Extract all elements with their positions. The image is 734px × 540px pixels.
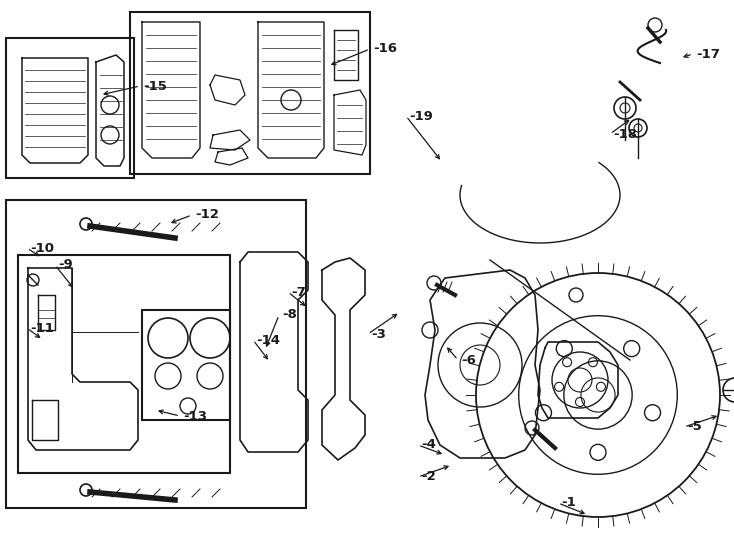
Text: -4: -4 [421, 438, 436, 451]
Bar [6, 200, 306, 508]
Text: -7: -7 [291, 286, 306, 299]
Text: -5: -5 [687, 421, 702, 434]
Text: -9: -9 [58, 259, 73, 272]
Text: -11: -11 [30, 321, 54, 334]
Text: -16: -16 [373, 43, 397, 56]
Text: -12: -12 [195, 208, 219, 221]
Text: -19: -19 [409, 110, 433, 123]
Text: -14: -14 [256, 334, 280, 347]
Text: -15: -15 [143, 79, 167, 92]
Text: -18: -18 [613, 127, 637, 140]
Text: -17: -17 [696, 48, 720, 60]
Bar [6, 38, 134, 178]
Text: -10: -10 [30, 241, 54, 254]
Text: -8: -8 [282, 308, 297, 321]
Text: -6: -6 [461, 354, 476, 367]
Bar [130, 12, 370, 174]
Text: -2: -2 [421, 470, 436, 483]
Text: -1: -1 [561, 496, 575, 510]
Bar [142, 310, 230, 420]
Text: -13: -13 [183, 409, 207, 422]
Text: -3: -3 [371, 327, 386, 341]
Bar [18, 255, 230, 473]
